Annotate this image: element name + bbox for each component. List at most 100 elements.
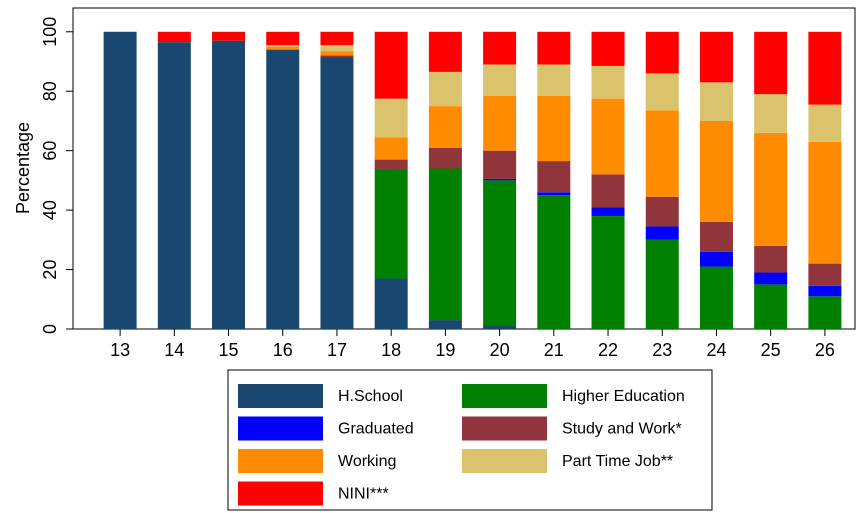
- bar-segment: [428, 320, 462, 329]
- bar-segment: [699, 120, 733, 222]
- bar-segment: [374, 137, 408, 160]
- bar-segment: [808, 104, 842, 142]
- bar-segment: [428, 71, 462, 107]
- y-tick-label: 80: [40, 81, 60, 101]
- bar-segment: [157, 42, 191, 330]
- bar-segment: [754, 94, 788, 133]
- x-tick-label: 24: [706, 340, 726, 360]
- bar-segment: [320, 55, 354, 58]
- bar-segment: [645, 226, 679, 240]
- x-tick-label: 20: [490, 340, 510, 360]
- bar-segment: [374, 31, 408, 99]
- bar-segment: [374, 159, 408, 170]
- legend-label: Higher Education: [562, 388, 685, 405]
- x-tick-label: 15: [219, 340, 239, 360]
- bar-segment: [808, 141, 842, 264]
- bar-segment: [483, 178, 517, 181]
- y-tick-label: 0: [40, 324, 60, 334]
- bar-segment: [103, 31, 137, 330]
- x-tick-label: 13: [110, 340, 130, 360]
- legend-label: H.School: [338, 388, 403, 405]
- bar-segment: [754, 245, 788, 273]
- legend-label: Part Time Job**: [562, 453, 673, 470]
- bar-segment: [591, 174, 625, 208]
- legend-swatch: [238, 481, 323, 506]
- legend-label: Graduated: [338, 421, 414, 438]
- bar-segment: [699, 251, 733, 267]
- x-tick-label: 17: [327, 340, 347, 360]
- bar-segment: [374, 278, 408, 329]
- bar-segment: [428, 31, 462, 72]
- x-tick-label: 14: [164, 340, 184, 360]
- bar-segment: [808, 31, 842, 105]
- bar-segment: [808, 263, 842, 286]
- x-tick-label: 18: [381, 340, 401, 360]
- bar-segment: [537, 95, 571, 162]
- bar-segment: [537, 195, 571, 329]
- bar-segment: [212, 40, 246, 329]
- bar-segment: [808, 285, 842, 297]
- legend-label: NINI***: [338, 486, 389, 503]
- x-tick-label: 19: [435, 340, 455, 360]
- bar-segment: [645, 73, 679, 111]
- bar-segment: [483, 180, 517, 327]
- bar-segment: [483, 95, 517, 151]
- bar-segment: [645, 239, 679, 329]
- bar-segment: [157, 31, 191, 43]
- bar-segment: [754, 31, 788, 95]
- bar-segment: [483, 31, 517, 65]
- y-tick-label: 40: [40, 200, 60, 220]
- bar-segment: [428, 168, 462, 321]
- bar-segment: [320, 51, 354, 56]
- bar-segment: [428, 106, 462, 148]
- bar-segment: [266, 49, 300, 329]
- bar-segment: [754, 284, 788, 329]
- legend-swatch: [238, 416, 323, 441]
- bar-segment: [266, 46, 300, 50]
- legend-swatch: [462, 416, 547, 441]
- y-tick-label: 20: [40, 260, 60, 280]
- x-tick-label: 25: [761, 340, 781, 360]
- bar-segment: [699, 266, 733, 329]
- legend-swatch: [462, 449, 547, 473]
- bar-segment: [591, 207, 625, 217]
- bar-segment: [591, 216, 625, 329]
- bar-segment: [591, 98, 625, 175]
- bar-segment: [212, 31, 246, 41]
- bar-segment: [320, 57, 354, 330]
- bar-segment: [374, 169, 408, 279]
- bar-segment: [591, 31, 625, 66]
- bar-segment: [428, 147, 462, 169]
- legend-label: Working: [338, 453, 396, 470]
- bar-segment: [591, 65, 625, 99]
- bar-segment: [483, 326, 517, 329]
- x-tick-label: 16: [273, 340, 293, 360]
- y-tick-label: 60: [40, 141, 60, 161]
- legend-label: Study and Work*: [562, 421, 682, 438]
- y-tick-label: 100: [40, 17, 60, 47]
- legend-swatch: [462, 384, 547, 408]
- bar-segment: [537, 64, 571, 96]
- y-axis-label: Percentage: [13, 122, 33, 214]
- legend-swatch: [238, 449, 323, 473]
- legend-swatch: [238, 384, 323, 408]
- x-tick-label: 23: [652, 340, 672, 360]
- bar-segment: [537, 192, 571, 196]
- bar-segment: [699, 222, 733, 252]
- bar-segment: [266, 31, 300, 46]
- bar-segment: [699, 31, 733, 83]
- bar-segment: [483, 150, 517, 179]
- bar-segment: [374, 98, 408, 138]
- bar-segment: [483, 64, 517, 96]
- x-tick-label: 26: [815, 340, 835, 360]
- bar-segment: [320, 31, 354, 46]
- bar-segment: [266, 45, 300, 47]
- bar-segment: [808, 296, 842, 329]
- bar-segment: [754, 272, 788, 285]
- bar-segment: [320, 45, 354, 52]
- bar-segment: [754, 132, 788, 246]
- x-tick-label: 21: [544, 340, 564, 360]
- bar-segment: [645, 110, 679, 197]
- bar-segment: [699, 82, 733, 121]
